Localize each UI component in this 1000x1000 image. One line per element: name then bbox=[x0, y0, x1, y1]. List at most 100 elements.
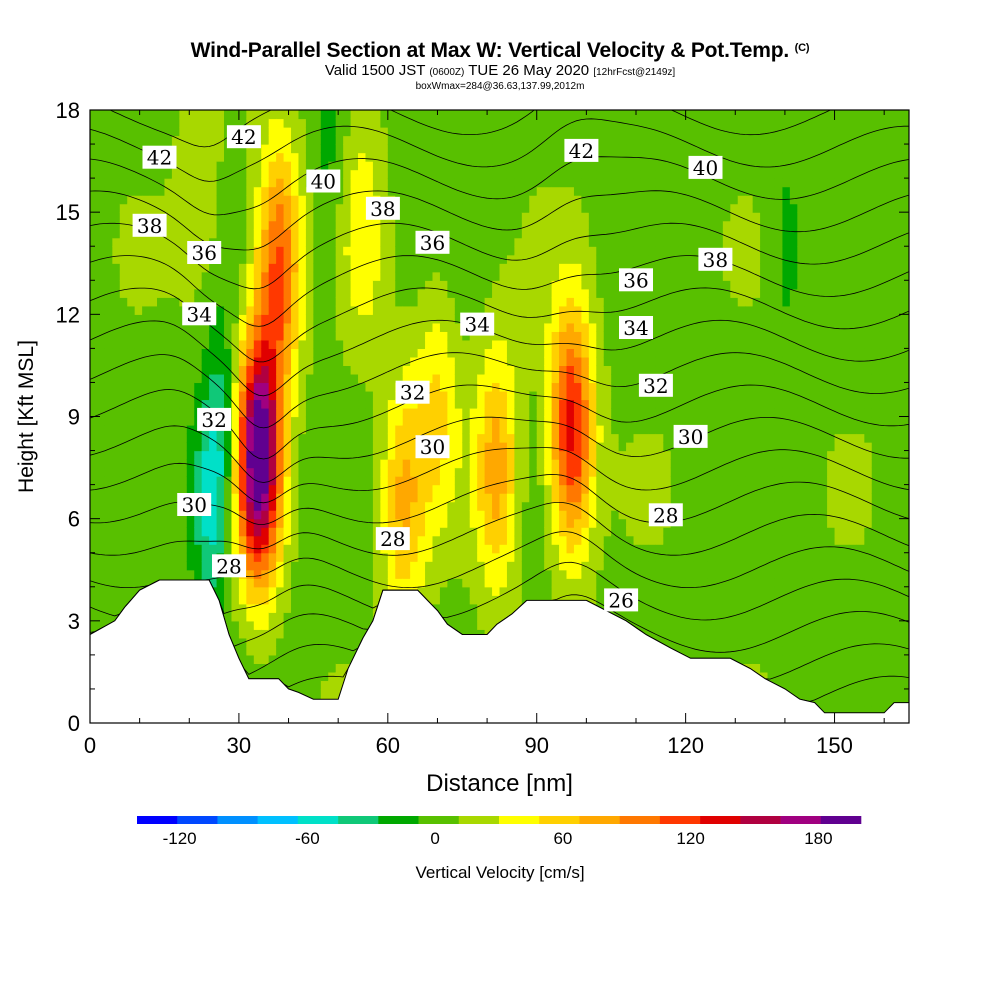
w-cell bbox=[97, 212, 106, 222]
w-cell bbox=[335, 450, 344, 460]
w-cell bbox=[238, 373, 247, 384]
w-cell bbox=[328, 663, 337, 673]
w-cell bbox=[410, 476, 419, 486]
w-cell bbox=[216, 433, 225, 443]
w-cell bbox=[186, 484, 195, 494]
w-cell bbox=[119, 356, 128, 367]
w-cell bbox=[194, 331, 203, 341]
w-cell bbox=[462, 510, 471, 520]
w-cell bbox=[358, 356, 367, 367]
w-cell bbox=[559, 271, 568, 281]
w-cell bbox=[596, 416, 605, 426]
w-cell bbox=[492, 186, 501, 196]
w-cell bbox=[253, 671, 262, 682]
w-cell bbox=[559, 365, 568, 375]
w-cell bbox=[112, 467, 121, 477]
w-cell bbox=[425, 212, 434, 222]
w-cell bbox=[246, 280, 255, 290]
w-cell bbox=[551, 203, 560, 213]
w-cell bbox=[387, 271, 396, 281]
w-cell bbox=[573, 382, 582, 392]
w-cell bbox=[186, 280, 195, 290]
w-cell bbox=[209, 152, 218, 162]
w-cell bbox=[544, 356, 553, 367]
w-cell bbox=[410, 186, 419, 196]
w-cell bbox=[268, 569, 277, 579]
w-cell bbox=[134, 527, 143, 537]
w-cell bbox=[469, 263, 478, 273]
w-cell bbox=[358, 518, 367, 528]
w-cell bbox=[521, 459, 530, 469]
w-cell bbox=[157, 442, 166, 452]
w-cell bbox=[157, 390, 166, 401]
w-cell bbox=[157, 339, 166, 349]
w-cell bbox=[462, 450, 471, 460]
w-cell bbox=[521, 127, 530, 137]
w-cell bbox=[298, 144, 307, 154]
w-cell bbox=[417, 339, 426, 349]
w-cell bbox=[447, 603, 456, 613]
w-cell bbox=[477, 425, 486, 435]
w-cell bbox=[514, 373, 523, 384]
w-cell bbox=[365, 595, 374, 605]
w-cell bbox=[268, 288, 277, 298]
w-cell bbox=[544, 288, 553, 298]
w-cell bbox=[425, 569, 434, 579]
w-cell bbox=[104, 169, 113, 179]
w-cell bbox=[484, 118, 493, 128]
w-cell bbox=[402, 484, 411, 494]
w-cell bbox=[469, 518, 478, 528]
w-cell bbox=[134, 501, 143, 511]
w-cell bbox=[142, 280, 151, 290]
w-cell bbox=[477, 331, 486, 341]
w-cell bbox=[291, 280, 300, 290]
w-cell bbox=[350, 169, 359, 179]
w-cell bbox=[261, 544, 270, 554]
w-cell bbox=[536, 152, 545, 162]
w-cell bbox=[261, 484, 270, 494]
w-cell bbox=[305, 144, 314, 154]
w-cell bbox=[454, 578, 463, 588]
w-cell bbox=[216, 373, 225, 384]
w-cell bbox=[365, 476, 374, 486]
w-cell bbox=[596, 399, 605, 409]
w-cell bbox=[201, 535, 210, 545]
w-cell bbox=[283, 212, 292, 222]
w-cell bbox=[529, 186, 538, 196]
w-cell bbox=[581, 450, 590, 460]
w-cell bbox=[268, 348, 277, 358]
w-cell bbox=[149, 246, 158, 256]
w-cell bbox=[365, 365, 374, 375]
w-cell bbox=[588, 561, 597, 571]
w-cell bbox=[387, 484, 396, 494]
w-cell bbox=[231, 373, 240, 384]
w-cell bbox=[506, 365, 515, 375]
w-cell bbox=[432, 152, 441, 162]
w-cell bbox=[506, 527, 515, 537]
w-cell bbox=[499, 544, 508, 554]
w-cell bbox=[261, 493, 270, 503]
w-cell bbox=[529, 178, 538, 188]
w-cell bbox=[358, 552, 367, 562]
w-cell bbox=[588, 229, 597, 239]
w-cell bbox=[387, 288, 396, 298]
w-cell bbox=[358, 254, 367, 264]
w-cell bbox=[417, 416, 426, 426]
w-cell bbox=[127, 127, 136, 137]
w-cell bbox=[164, 110, 173, 120]
w-cell bbox=[283, 586, 292, 596]
w-cell bbox=[551, 569, 560, 579]
w-cell bbox=[194, 195, 203, 205]
w-cell bbox=[305, 476, 314, 486]
w-cell bbox=[492, 552, 501, 562]
w-cell bbox=[209, 288, 218, 298]
w-cell bbox=[201, 569, 210, 579]
w-cell bbox=[506, 459, 515, 469]
w-cell bbox=[201, 527, 210, 537]
w-cell bbox=[358, 288, 367, 298]
w-cell bbox=[231, 459, 240, 469]
w-cell bbox=[320, 467, 329, 477]
w-cell bbox=[343, 348, 352, 358]
w-cell bbox=[566, 314, 575, 324]
w-cell bbox=[112, 314, 121, 324]
